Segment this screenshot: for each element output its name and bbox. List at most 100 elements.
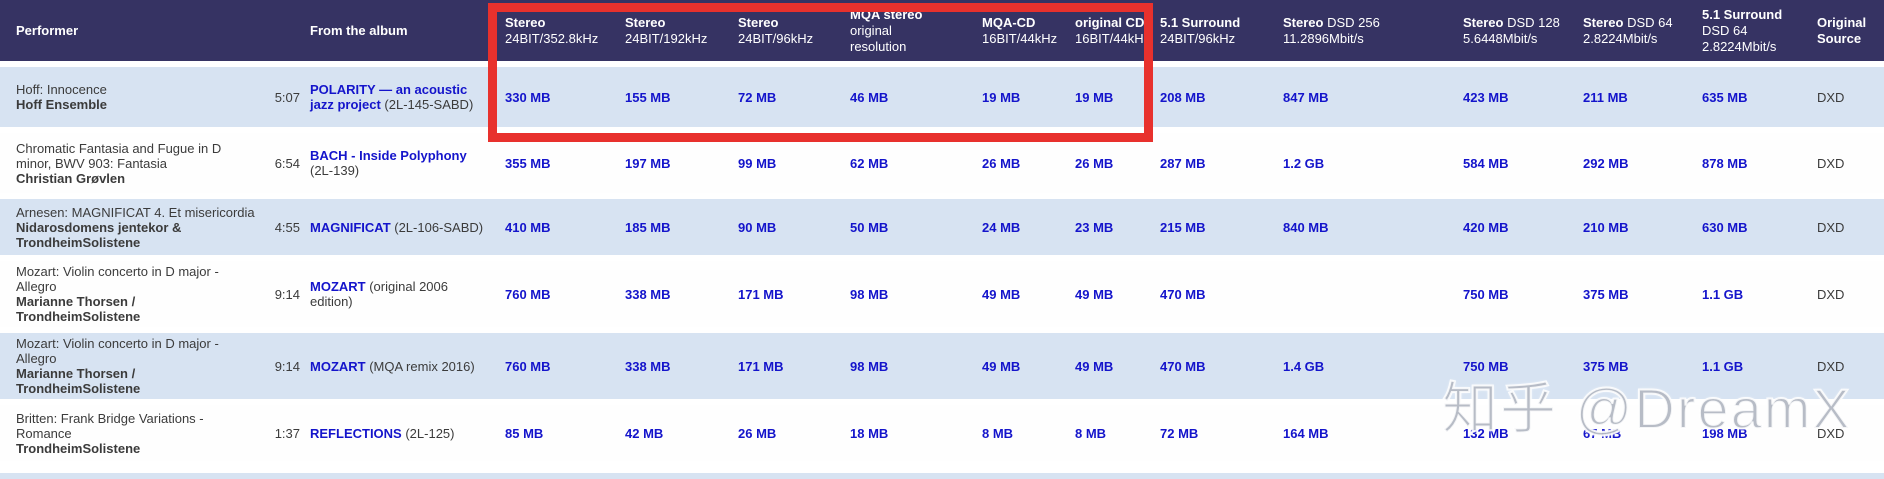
download-size-cell: 155 MB	[625, 67, 738, 133]
download-size-link[interactable]: 197 MB	[625, 155, 671, 171]
download-size-link[interactable]: 90 MB	[738, 219, 777, 235]
download-size-link[interactable]: 67 MB	[1583, 425, 1622, 441]
download-size-link[interactable]: 355 MB	[505, 155, 551, 171]
download-size-link[interactable]: 132 MB	[1463, 425, 1509, 441]
download-size-link[interactable]: 584 MB	[1463, 155, 1509, 171]
download-size-link[interactable]: 840 MB	[1283, 219, 1329, 235]
download-size-link[interactable]: 19 MB	[982, 89, 1021, 105]
download-size-link[interactable]: 155 MB	[625, 89, 671, 105]
download-size-link[interactable]: 198 MB	[1702, 425, 1748, 441]
download-size-link[interactable]: 470 MB	[1160, 286, 1206, 302]
album-link[interactable]: REFLECTIONS	[310, 425, 402, 441]
download-size-link[interactable]: 375 MB	[1583, 358, 1629, 374]
download-size-link[interactable]: 410 MB	[505, 219, 551, 235]
download-size-link[interactable]: 1.4 GB	[1283, 358, 1325, 374]
album-link[interactable]: BACH - Inside Polyphony	[310, 148, 467, 163]
download-size-cell: 1.1 GB	[1702, 261, 1817, 333]
download-size-link[interactable]: 760 MB	[505, 358, 551, 374]
download-size-cell: 847 MB	[1283, 67, 1463, 133]
column-header-5-1-surround-24bit-96khz: 5.1 Surround 24BIT/96kHz	[1160, 0, 1283, 67]
download-size-cell: 470 MB	[1160, 333, 1283, 405]
download-size-link[interactable]: 19 MB	[1075, 89, 1114, 105]
track-duration: 6:54	[265, 133, 305, 199]
download-size-link[interactable]: 1.2 GB	[1283, 155, 1325, 171]
download-size-link[interactable]: 171 MB	[738, 358, 784, 374]
download-size-link[interactable]: 630 MB	[1702, 219, 1748, 235]
download-size-cell: 198 MB	[1702, 405, 1817, 467]
download-size-link[interactable]: 99 MB	[738, 155, 777, 171]
download-size-link[interactable]: 49 MB	[982, 358, 1021, 374]
download-size-cell	[1283, 261, 1463, 333]
original-source-value: DXD	[1817, 405, 1884, 467]
column-header-strong: Stereo	[505, 14, 546, 30]
download-size-link[interactable]: 26 MB	[738, 425, 777, 441]
column-header-strong: MQA stereo	[850, 6, 923, 22]
download-size-cell: 49 MB	[1075, 261, 1160, 333]
performer-name: Nidarosdomens jentekor & TrondheimSolist…	[16, 219, 182, 250]
download-size-link[interactable]: 750 MB	[1463, 358, 1509, 374]
download-size-link[interactable]: 211 MB	[1583, 89, 1628, 105]
download-size-link[interactable]: 72 MB	[738, 89, 777, 105]
download-size-link[interactable]: 8 MB	[1075, 425, 1107, 441]
download-size-link[interactable]: 185 MB	[625, 219, 671, 235]
download-size-link[interactable]: 750 MB	[1463, 286, 1509, 302]
download-size-link[interactable]: 338 MB	[625, 358, 671, 374]
track-row: Mozart: Violin concerto in D major - All…	[0, 333, 1884, 405]
download-size-link[interactable]: 292 MB	[1583, 155, 1629, 171]
album-link[interactable]: MOZART	[310, 358, 366, 374]
download-size-link[interactable]: 49 MB	[1075, 358, 1114, 374]
album-cell: REFLECTIONS (2L-125)	[305, 405, 505, 467]
download-size-link[interactable]: 287 MB	[1160, 155, 1206, 171]
download-size-link[interactable]: 635 MB	[1702, 89, 1748, 105]
download-size-cell: 375 MB	[1583, 261, 1702, 333]
download-size-link[interactable]: 1.1 GB	[1702, 358, 1744, 374]
column-header-strong: Stereo	[738, 14, 779, 30]
download-size-link[interactable]: 26 MB	[982, 155, 1021, 171]
column-header-subtitle: 16BIT/44kHz	[982, 30, 1058, 46]
download-size-link[interactable]: 171 MB	[738, 286, 784, 302]
album-link[interactable]: POLARITY — an acoustic jazz project	[310, 82, 468, 112]
download-size-link[interactable]: 49 MB	[1075, 286, 1114, 302]
download-size-cell: 98 MB	[850, 261, 982, 333]
download-size-cell: 24 MB	[982, 199, 1075, 261]
download-size-link[interactable]: 164 MB	[1283, 425, 1329, 441]
track-duration: 5:07	[265, 67, 305, 133]
download-size-cell: 164 MB	[1283, 405, 1463, 467]
download-size-link[interactable]: 62 MB	[850, 155, 889, 171]
download-size-link[interactable]: 420 MB	[1463, 219, 1509, 235]
download-size-cell: 19 MB	[982, 67, 1075, 133]
download-size-link[interactable]: 330 MB	[505, 89, 551, 105]
album-catalog-number: (2L-139)	[310, 163, 360, 178]
download-size-link[interactable]: 423 MB	[1463, 89, 1509, 105]
download-size-cell: 85 MB	[505, 405, 625, 467]
download-size-link[interactable]: 847 MB	[1283, 89, 1329, 105]
download-size-link[interactable]: 26 MB	[1075, 155, 1114, 171]
download-size-cell: 375 MB	[1583, 333, 1702, 405]
download-size-link[interactable]: 375 MB	[1583, 286, 1629, 302]
download-size-link[interactable]: 760 MB	[505, 286, 551, 302]
download-size-link[interactable]: 98 MB	[850, 286, 889, 302]
download-size-link[interactable]: 24 MB	[982, 219, 1021, 235]
header-row: Performer From the album Stereo 24BIT/352.8…	[0, 0, 1884, 67]
download-size-link[interactable]: 878 MB	[1702, 155, 1748, 171]
download-size-link[interactable]: 46 MB	[850, 89, 889, 105]
album-link[interactable]: MAGNIFICAT	[310, 219, 391, 235]
download-size-link[interactable]: 338 MB	[625, 286, 671, 302]
download-size-link[interactable]: 49 MB	[982, 286, 1021, 302]
download-size-link[interactable]: 470 MB	[1160, 358, 1206, 374]
download-size-link[interactable]: 1.1 GB	[1702, 286, 1744, 302]
download-size-link[interactable]: 85 MB	[505, 425, 544, 441]
download-size-link[interactable]: 8 MB	[982, 425, 1014, 441]
download-size-link[interactable]: 215 MB	[1160, 219, 1206, 235]
download-size-link[interactable]: 50 MB	[850, 219, 889, 235]
download-size-link[interactable]: 42 MB	[625, 425, 664, 441]
column-header-strong: 5.1 Surround	[1160, 14, 1241, 30]
download-size-link[interactable]: 98 MB	[850, 358, 889, 374]
download-size-link[interactable]: 72 MB	[1160, 425, 1199, 441]
album-link[interactable]: MOZART	[310, 279, 366, 294]
download-size-link[interactable]: 18 MB	[850, 425, 889, 441]
download-size-link[interactable]: 23 MB	[1075, 219, 1114, 235]
download-size-link[interactable]: 208 MB	[1160, 89, 1206, 105]
download-size-cell: 750 MB	[1463, 333, 1583, 405]
download-size-link[interactable]: 210 MB	[1583, 219, 1629, 235]
